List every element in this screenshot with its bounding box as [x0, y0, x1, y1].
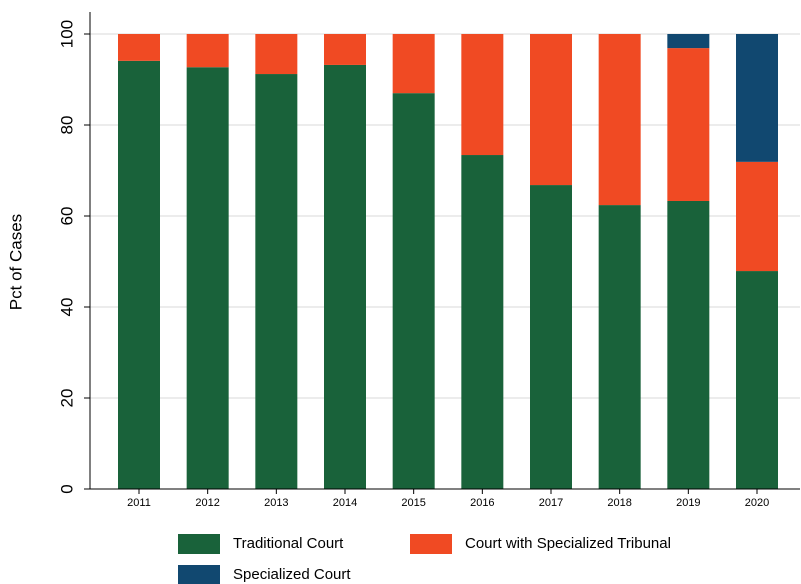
legend-label: Court with Specialized Tribunal: [465, 535, 671, 552]
y-axis-label: Pct of Cases: [6, 214, 25, 310]
x-tick-label: 2017: [539, 497, 563, 509]
bar-segment: [324, 34, 366, 65]
bar-segment: [736, 34, 778, 162]
bar-segment: [530, 185, 572, 489]
x-tick-label: 2013: [264, 497, 288, 509]
y-tick-label: 100: [57, 20, 76, 48]
bar-segment: [324, 64, 366, 489]
bar-segment: [255, 74, 298, 489]
bar-segment: [667, 200, 710, 490]
bar-segment: [392, 93, 435, 490]
bar-segment: [736, 161, 778, 272]
legend-swatch: [178, 534, 220, 554]
x-tick-label: 2018: [607, 497, 631, 509]
bar-segment: [667, 34, 710, 49]
x-tick-label: 2016: [470, 497, 494, 509]
legend-label: Traditional Court: [233, 535, 344, 552]
x-tick-label: 2020: [745, 497, 769, 509]
y-tick-label: 20: [57, 389, 76, 408]
legend-swatch: [178, 565, 220, 584]
bar-segment: [598, 34, 641, 206]
x-tick-label: 2015: [401, 497, 425, 509]
bar-segment: [186, 67, 229, 489]
x-tick-label: 2014: [333, 497, 357, 509]
bar-segment: [461, 34, 504, 156]
y-tick-label: 60: [57, 207, 76, 226]
y-tick-label: 40: [57, 298, 76, 317]
bar-segment: [461, 155, 504, 489]
y-tick-label: 80: [57, 116, 76, 135]
x-tick-label: 2012: [195, 497, 219, 509]
bar-segment: [667, 48, 710, 201]
x-tick-label: 2011: [127, 497, 151, 509]
y-tick-label: 0: [57, 484, 76, 493]
bar-segment: [118, 60, 160, 489]
bar-segment: [530, 34, 572, 186]
bar-segment: [186, 34, 229, 68]
legend-swatch: [410, 534, 452, 554]
x-tick-label: 2019: [676, 497, 700, 509]
bar-segment: [736, 271, 778, 489]
legend-label: Specialized Court: [233, 566, 351, 583]
bar-segment: [255, 34, 298, 75]
bar-segment: [598, 205, 641, 489]
bar-segment: [118, 34, 160, 61]
bar-segment: [392, 34, 435, 94]
